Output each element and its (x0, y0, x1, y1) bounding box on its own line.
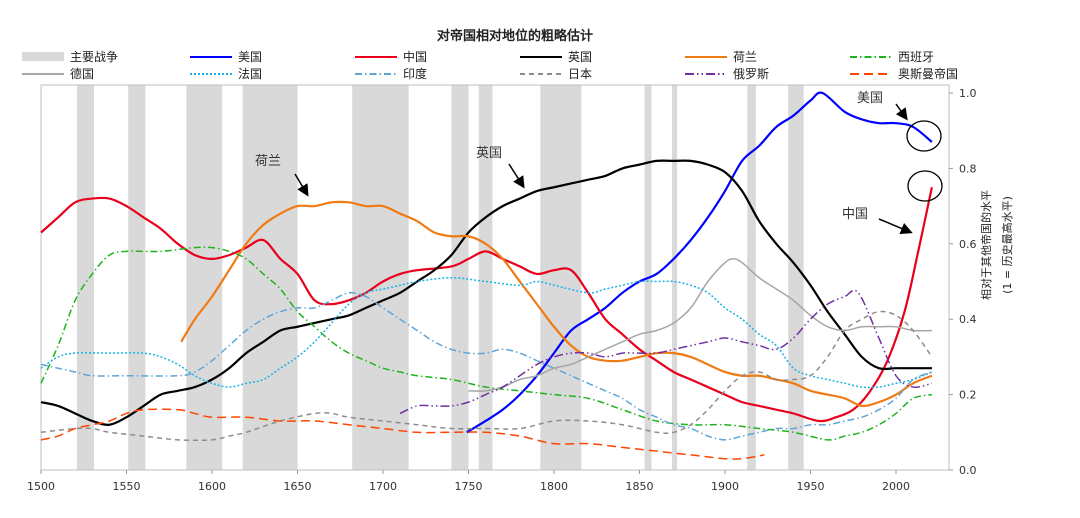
legend-label-10: 奥斯曼帝国 (898, 66, 958, 81)
legend-label-2: 英国 (568, 50, 592, 64)
annotation-china: 中国 (842, 207, 868, 222)
highlight-circle-china (907, 170, 943, 202)
war-band (747, 85, 756, 470)
series-line-0 (466, 91, 933, 434)
war-band (242, 85, 298, 470)
y-axis-label: 相对于其他帝国的水平 (979, 190, 993, 300)
annotation-netherlands: 荷兰 (255, 154, 281, 169)
war-band (788, 85, 804, 470)
legend-label-8: 日本 (568, 67, 592, 81)
y-tick-label: 0.2 (959, 389, 977, 402)
chart-title: 对帝国相对地位的粗略估计 (437, 28, 593, 44)
series-line-4 (40, 246, 933, 441)
y-tick-label: 0.6 (959, 238, 977, 251)
x-tick-label: 1650 (283, 480, 311, 493)
war-band (128, 85, 146, 470)
legend-label-4: 西班牙 (898, 50, 934, 64)
legend-label-3: 荷兰 (733, 50, 757, 64)
x-tick-label: 1700 (369, 480, 397, 493)
legend-label-wars: 主要战争 (70, 50, 118, 64)
annotation-arrow-netherlands (294, 173, 309, 197)
series-line-5 (468, 258, 932, 392)
y-axis: 0.0 0.2 0.4 0.6 0.8 1.0 (949, 87, 977, 477)
legend-label-7: 印度 (403, 66, 427, 81)
annotations: 荷兰 英国 美国 中国 (255, 91, 943, 235)
series-line-9 (399, 289, 933, 415)
annotation-arrow-uk (508, 163, 525, 189)
y-tick-label: 1.0 (959, 87, 977, 100)
series-line-3 (180, 200, 933, 408)
series-line-1 (40, 187, 933, 423)
legend-label-0: 美国 (238, 50, 262, 64)
x-tick-label: 1850 (625, 480, 653, 493)
x-tick-label: 1800 (540, 480, 568, 493)
annotation-arrow-usa (895, 103, 908, 121)
legend-swatch-wars (22, 52, 64, 61)
series-line-6 (40, 276, 933, 389)
x-tick-label: 1500 (27, 480, 55, 493)
highlight-circle-usa (906, 120, 942, 152)
y-axis-label-2: (1 = 历史最高水平) (1000, 196, 1014, 294)
annotation-uk: 英国 (476, 146, 502, 161)
y-tick-label: 0.8 (959, 162, 977, 175)
legend-label-9: 俄罗斯 (733, 67, 769, 81)
x-tick-label: 2000 (882, 480, 910, 493)
plot-frame (40, 84, 950, 471)
war-band (478, 85, 493, 470)
war-band (186, 85, 223, 470)
legend-label-5: 德国 (70, 66, 94, 81)
war-band (671, 85, 678, 470)
war-band (540, 85, 582, 470)
war-band (76, 85, 95, 470)
war-bands (76, 85, 804, 470)
legend-label-6: 法国 (238, 67, 262, 81)
series-line-8 (40, 310, 933, 442)
series-lines (40, 91, 933, 460)
legend-label-1: 中国 (403, 49, 427, 64)
x-tick-label: 1900 (711, 480, 739, 493)
x-axis: 1500 1550 1600 1650 1700 1750 1800 1850 1900 1950… (27, 470, 910, 493)
series-line-7 (40, 291, 933, 441)
x-tick-label: 1550 (112, 480, 140, 493)
x-tick-label: 1600 (198, 480, 226, 493)
annotation-arrow-china (878, 218, 913, 235)
x-tick-label: 1750 (454, 480, 482, 493)
x-tick-label: 1950 (796, 480, 824, 493)
war-band (352, 85, 409, 470)
series-line-10 (40, 408, 765, 460)
series-line-2 (40, 159, 932, 426)
y-tick-label: 0.4 (959, 313, 977, 326)
annotation-usa: 美国 (857, 91, 883, 106)
y-tick-label: 0.0 (959, 464, 977, 477)
